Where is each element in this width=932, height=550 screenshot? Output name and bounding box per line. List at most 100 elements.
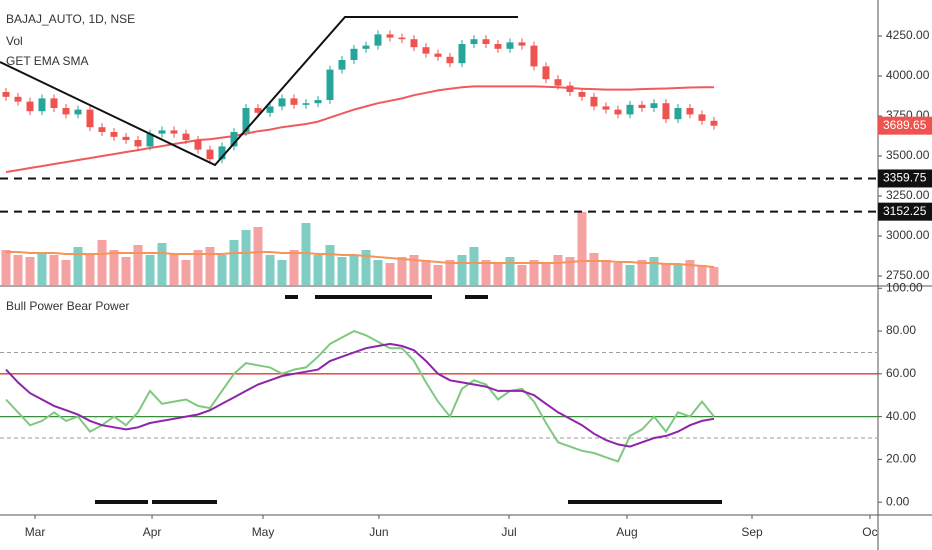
volume-bar <box>205 247 215 285</box>
candle-body <box>278 98 286 107</box>
volume-ma-line <box>6 251 715 268</box>
signal-bar <box>95 500 148 504</box>
candle-body <box>554 79 562 86</box>
candle-body <box>86 109 94 128</box>
volume-bar <box>637 260 647 285</box>
candle-body <box>230 132 238 147</box>
candle-body <box>482 39 490 45</box>
volume-bar <box>541 263 551 285</box>
volume-bar <box>289 250 299 285</box>
volume-bar <box>493 263 503 285</box>
candle-body <box>326 69 334 101</box>
volume-bar <box>445 260 455 285</box>
volume-bar <box>13 255 23 285</box>
volume-bar <box>157 243 167 285</box>
volume-title: Vol <box>6 34 23 48</box>
chart-title: BAJAJ_AUTO, 1D, NSE <box>6 12 135 26</box>
volume-bar <box>409 255 419 285</box>
y-tick-label: 60.00 <box>886 366 916 380</box>
candle-body <box>38 98 46 112</box>
volume-bar <box>601 260 611 285</box>
y-tick-label: 0.00 <box>886 494 910 508</box>
candle-body <box>542 66 550 80</box>
y-tick-label: 4250.00 <box>886 28 930 42</box>
indicator-line <box>5 342 715 448</box>
overlay-title: GET EMA SMA <box>6 54 88 68</box>
volume-bar <box>433 265 443 285</box>
level-badge <box>878 202 932 221</box>
candle-body <box>494 44 502 49</box>
volume-bar <box>49 255 59 285</box>
candle-body <box>62 108 70 115</box>
last-price-badge <box>878 116 932 135</box>
x-tick-label: Mar <box>25 525 46 539</box>
candle-body <box>266 106 274 113</box>
candle-body <box>398 37 406 40</box>
level-label: 3359.75 <box>883 171 927 185</box>
y-tick-label: 3500.00 <box>886 148 930 162</box>
volume-bar <box>193 250 203 285</box>
y-tick-label: 20.00 <box>886 452 916 466</box>
candle-body <box>218 146 226 160</box>
signal-bar <box>285 295 298 299</box>
level-badge <box>878 169 932 188</box>
candle-body <box>662 103 670 120</box>
candle-body <box>422 47 430 54</box>
volume-bar <box>385 263 395 285</box>
volume-bar <box>217 255 227 285</box>
volume-bar <box>361 250 371 285</box>
volume-bar <box>97 240 107 285</box>
trendline <box>0 16 518 167</box>
candle-body <box>134 140 142 147</box>
candle-body <box>686 108 694 115</box>
candle-body <box>602 106 610 110</box>
candle-body <box>506 42 514 49</box>
candle-body <box>290 98 298 105</box>
signal-bar <box>465 295 488 299</box>
volume-bar <box>1 250 11 285</box>
candle-body <box>50 98 58 109</box>
volume-bar <box>25 257 35 285</box>
candle-body <box>386 34 394 38</box>
candle-body <box>74 109 82 115</box>
volume-bar <box>625 265 635 285</box>
y-tick-label: 3250.00 <box>886 188 930 202</box>
x-tick-label: May <box>252 525 275 539</box>
ema-line <box>5 85 714 173</box>
volume-bar <box>709 267 719 285</box>
signal-bar <box>315 295 432 299</box>
indicator-title: Bull Power Bear Power <box>6 299 129 313</box>
candle-body <box>14 96 22 102</box>
volume-bar <box>529 260 539 285</box>
volume-bar <box>457 255 467 285</box>
volume-bar <box>325 245 335 285</box>
candle-body <box>302 103 310 105</box>
x-tick-label: Jun <box>369 525 388 539</box>
indicator-line <box>5 330 715 463</box>
x-tick-label: Aug <box>616 525 637 539</box>
candle-body <box>314 100 322 104</box>
volume-bar <box>421 260 431 285</box>
volume-bar <box>229 240 239 285</box>
plot-layer: 4250.004000.003750.003500.003250.003000.… <box>0 28 932 539</box>
volume-bar <box>565 257 575 285</box>
candle-body <box>122 136 130 141</box>
signal-bar <box>568 500 722 504</box>
candle-body <box>710 120 718 126</box>
candle-body <box>170 130 178 134</box>
candle-body <box>206 149 214 160</box>
candle-body <box>458 44 466 64</box>
volume-bar <box>73 247 83 285</box>
candle-body <box>434 53 442 57</box>
volume-bar <box>277 260 287 285</box>
candle-body <box>182 133 190 141</box>
volume-bar <box>181 260 191 285</box>
x-tick-label: Sep <box>741 525 763 539</box>
volume-bar <box>469 247 479 285</box>
y-tick-label: 4000.00 <box>886 68 930 82</box>
candle-body <box>470 39 478 45</box>
volume-bar <box>241 230 251 285</box>
candle-body <box>254 108 262 113</box>
candle-body <box>530 45 538 67</box>
candle-body <box>26 101 34 112</box>
